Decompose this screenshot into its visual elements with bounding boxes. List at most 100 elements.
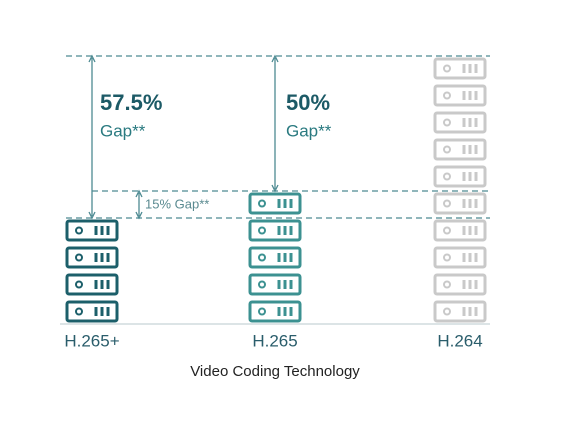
server-slot (474, 253, 478, 262)
server-slot (462, 307, 466, 316)
gap-arrow-head (135, 189, 143, 220)
server-light (75, 226, 83, 235)
server-outline (65, 219, 119, 242)
server-slot (277, 226, 281, 235)
server-light (258, 280, 266, 289)
server-slot (462, 172, 466, 181)
server-slot (289, 307, 293, 316)
server-light (443, 118, 451, 127)
server-light (258, 253, 266, 262)
server-light (258, 307, 266, 316)
server-slot (474, 226, 478, 235)
server-slot (94, 280, 98, 289)
server-stack (65, 219, 119, 323)
server-outline (433, 138, 487, 161)
server-light (258, 199, 266, 208)
server-outline (248, 219, 302, 242)
x-tick-label: H.265 (252, 331, 297, 350)
server-slot (277, 280, 281, 289)
server-slot (474, 172, 478, 181)
annotation: Gap** (286, 121, 332, 140)
server-slot (462, 280, 466, 289)
server-outline (433, 219, 487, 242)
server-slot (468, 226, 472, 235)
server-slot (289, 226, 293, 235)
server-slot (468, 145, 472, 154)
annotation: 57.5% (100, 90, 162, 115)
server-slot (474, 118, 478, 127)
annotation: 15% Gap** (145, 196, 209, 211)
server-slot (100, 280, 104, 289)
server-slot (106, 280, 110, 289)
server-slot (468, 118, 472, 127)
server-slot (283, 307, 287, 316)
server-stack (248, 192, 302, 323)
server-slot (462, 226, 466, 235)
server-slot (283, 280, 287, 289)
server-slot (468, 172, 472, 181)
server-stack (433, 57, 487, 323)
server-slot (283, 199, 287, 208)
x-tick-label: H.264 (437, 331, 482, 350)
server-slot (283, 253, 287, 262)
annotation: 50% (286, 90, 330, 115)
server-slot (94, 226, 98, 235)
server-outline (433, 111, 487, 134)
server-outline (248, 300, 302, 323)
server-slot (289, 199, 293, 208)
server-slot (462, 91, 466, 100)
server-slot (106, 226, 110, 235)
x-tick-label: H.265+ (64, 331, 119, 350)
gap-arrow-head (271, 54, 279, 193)
server-slot (100, 253, 104, 262)
server-slot (100, 307, 104, 316)
server-outline (433, 84, 487, 107)
server-light (75, 307, 83, 316)
server-slot (474, 64, 478, 73)
server-slot (289, 253, 293, 262)
server-slot (94, 307, 98, 316)
server-slot (100, 226, 104, 235)
server-slot (277, 253, 281, 262)
server-slot (283, 226, 287, 235)
server-slot (106, 307, 110, 316)
server-slot (289, 280, 293, 289)
server-slot (106, 253, 110, 262)
server-slot (474, 145, 478, 154)
server-slot (474, 280, 478, 289)
server-light (443, 307, 451, 316)
server-slot (277, 199, 281, 208)
server-outline (248, 273, 302, 296)
server-slot (462, 118, 466, 127)
x-axis-label: Video Coding Technology (190, 363, 360, 380)
server-slot (474, 91, 478, 100)
server-outline (433, 300, 487, 323)
server-slot (462, 64, 466, 73)
gap-arrow-head (88, 54, 96, 220)
server-slot (468, 280, 472, 289)
server-light (443, 253, 451, 262)
server-slot (462, 145, 466, 154)
server-outline (433, 165, 487, 188)
server-slot (462, 199, 466, 208)
server-slot (462, 253, 466, 262)
server-outline (65, 273, 119, 296)
server-slot (468, 91, 472, 100)
server-slot (94, 253, 98, 262)
server-slot (474, 199, 478, 208)
server-outline (433, 246, 487, 269)
server-light (75, 280, 83, 289)
server-outline (433, 273, 487, 296)
server-slot (474, 307, 478, 316)
server-light (443, 280, 451, 289)
server-slot (468, 307, 472, 316)
server-light (443, 91, 451, 100)
server-outline (248, 192, 302, 215)
server-light (258, 226, 266, 235)
annotation: Gap** (100, 121, 146, 140)
server-light (443, 199, 451, 208)
server-outline (65, 300, 119, 323)
server-outline (433, 192, 487, 215)
server-outline (433, 57, 487, 80)
